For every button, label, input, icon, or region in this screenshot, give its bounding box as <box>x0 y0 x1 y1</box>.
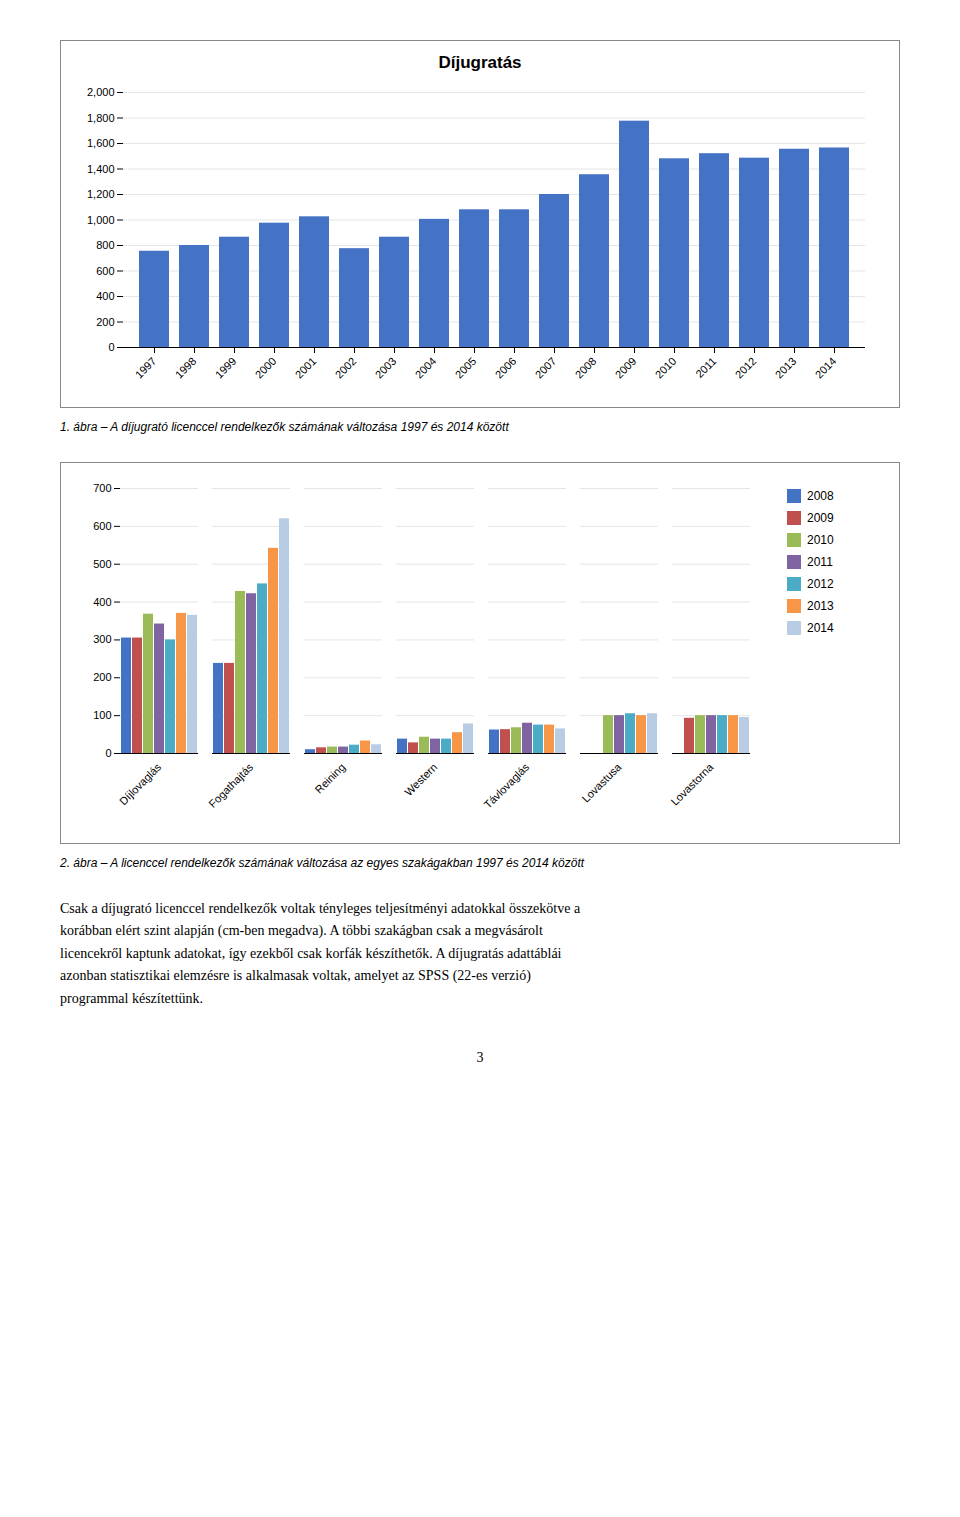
svg-text:2006: 2006 <box>493 355 519 381</box>
html-text:3: 3 <box>476 1050 484 1065</box>
svg-text:300: 300 <box>93 633 111 645</box>
svg-text:400: 400 <box>96 290 114 302</box>
svg-text:Távlovaglás: Távlovaglás <box>481 760 531 810</box>
html-text:Csak a díjugrató licenccel ren: Csak a díjugrató licenccel rendelkezők v… <box>60 901 581 916</box>
svg-text:Western: Western <box>402 761 439 798</box>
svg-text:600: 600 <box>93 520 111 532</box>
svg-text:2002: 2002 <box>333 355 359 381</box>
svg-text:2013: 2013 <box>773 355 799 381</box>
html-text:2. ábra – A licenccel rendelke: 2. ábra – A licenccel rendelkezők számán… <box>60 856 585 870</box>
svg-text:800: 800 <box>96 239 114 251</box>
svg-text:1998: 1998 <box>173 355 199 381</box>
svg-text:Fogathajtás: Fogathajtás <box>206 760 255 809</box>
svg-text:2009: 2009 <box>613 355 639 381</box>
svg-text:2014: 2014 <box>813 355 839 381</box>
svg-text:2004: 2004 <box>413 355 439 381</box>
svg-text:2000: 2000 <box>253 355 279 381</box>
svg-text:2,000: 2,000 <box>87 86 115 98</box>
html-text:2009: 2009 <box>807 511 834 525</box>
svg-text:1,000: 1,000 <box>87 214 115 226</box>
svg-text:Lovastusa: Lovastusa <box>579 760 624 805</box>
svg-text:2010: 2010 <box>653 355 679 381</box>
svg-text:Lovastorna: Lovastorna <box>668 760 716 808</box>
svg-text:1,800: 1,800 <box>87 112 115 124</box>
html-text:licencekről kaptunk adatokat,: licencekről kaptunk adatokat, így ezekbő… <box>60 945 562 961</box>
svg-text:2003: 2003 <box>373 355 399 381</box>
html-text:programmal készítettünk.: programmal készítettünk. <box>60 990 204 1006</box>
svg-text:2011: 2011 <box>693 355 718 380</box>
svg-text:400: 400 <box>93 596 111 608</box>
svg-text:Reining: Reining <box>313 761 348 796</box>
html-text:azonban statisztikai elemzésre: azonban statisztikai elemzésre is alkalm… <box>60 968 531 984</box>
html-text:2012: 2012 <box>807 577 834 591</box>
svg-text:2012: 2012 <box>733 355 759 381</box>
svg-text:0: 0 <box>105 747 111 759</box>
svg-text:600: 600 <box>96 265 114 277</box>
svg-text:1997: 1997 <box>133 355 159 381</box>
svg-text:1,600: 1,600 <box>87 137 115 149</box>
html-text:2008: 2008 <box>807 489 834 503</box>
svg-text:2005: 2005 <box>453 355 479 381</box>
html-text:2010: 2010 <box>807 533 834 547</box>
svg-text:1999: 1999 <box>213 355 239 381</box>
svg-text:0: 0 <box>108 341 114 353</box>
html-text:2013: 2013 <box>807 599 834 613</box>
html-text:1. ábra – A díjugrató licencce: 1. ábra – A díjugrató licenccel rendelke… <box>60 420 509 434</box>
svg-text:100: 100 <box>93 709 111 721</box>
svg-text:2001: 2001 <box>293 355 319 381</box>
html-text:2014: 2014 <box>807 621 834 635</box>
svg-text:1,400: 1,400 <box>87 163 115 175</box>
svg-text:1,200: 1,200 <box>87 188 115 200</box>
svg-text:700: 700 <box>93 482 111 494</box>
svg-text:2007: 2007 <box>533 355 559 381</box>
svg-text:Díjlovaglás: Díjlovaglás <box>117 760 164 807</box>
html-text:Díjugratás: Díjugratás <box>438 53 522 72</box>
svg-text:200: 200 <box>96 316 114 328</box>
svg-text:2008: 2008 <box>573 355 599 381</box>
html-text:korábban elért szint alapján (: korábban elért szint alapján (cm-ben meg… <box>60 923 543 939</box>
html-text:2011: 2011 <box>807 555 833 569</box>
svg-text:200: 200 <box>93 671 111 683</box>
svg-text:500: 500 <box>93 558 111 570</box>
